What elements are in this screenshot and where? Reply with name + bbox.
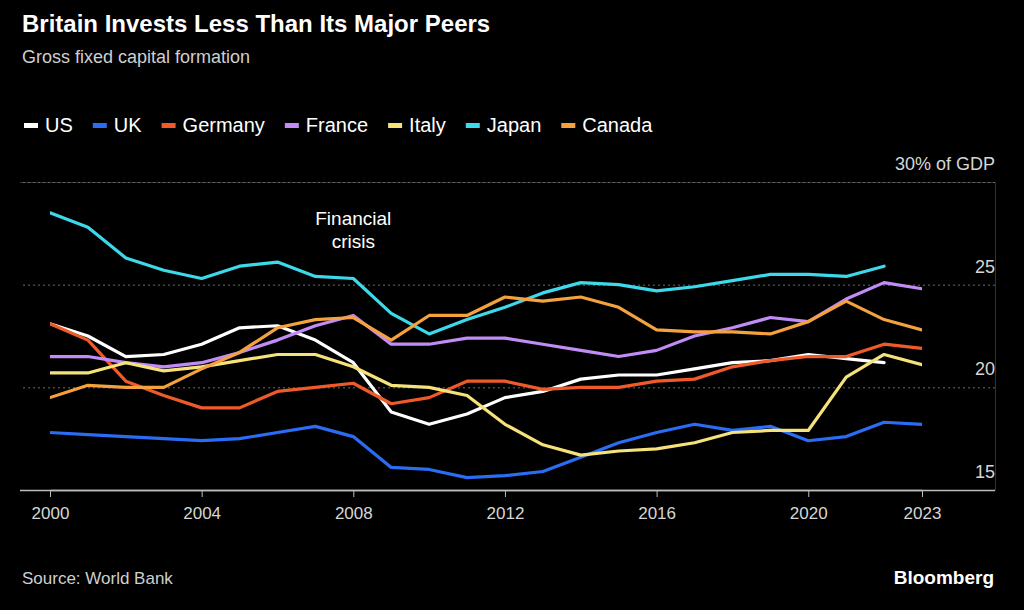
legend-swatch (388, 123, 402, 128)
legend-swatch (285, 123, 299, 128)
x-tick-label: 2023 (904, 504, 942, 523)
y-tick: 20 (20, 359, 995, 388)
grid-line (20, 182, 995, 183)
annotation-line: crisis (332, 231, 375, 252)
legend-item: US (24, 114, 73, 136)
y-tick-label: 20 (975, 359, 995, 379)
credit: Bloomberg (894, 567, 994, 588)
y-tick-label: 25 (975, 257, 995, 277)
legend-label: Japan (487, 114, 542, 136)
y-tick-label: 30% of GDP (895, 154, 995, 174)
legend-swatch (93, 123, 107, 128)
legend-label: US (45, 114, 73, 136)
legend-label: UK (114, 114, 142, 136)
series-line (50, 354, 922, 455)
y-tick-label: 15 (975, 462, 995, 482)
legend-item: Italy (388, 114, 446, 136)
x-tick: 2012 (487, 490, 525, 523)
legend-swatch (24, 123, 38, 128)
legend-label: Canada (582, 114, 653, 136)
x-tick-mark (505, 490, 506, 497)
y-axis: 15 20 25 30% of GDP (20, 154, 996, 491)
x-tick: 2004 (183, 490, 221, 523)
legend-item: Canada (561, 114, 653, 136)
x-tick-label: 2020 (790, 504, 828, 523)
x-tick-mark (808, 490, 809, 497)
plot-area (50, 213, 922, 478)
legend-swatch (162, 123, 176, 128)
x-tick-label: 2004 (183, 504, 221, 523)
grid-line (20, 490, 995, 492)
x-tick-label: 2012 (487, 504, 525, 523)
legend-swatch (561, 123, 575, 128)
legend: US UK Germany France Italy Japan Canada (24, 114, 653, 136)
legend-label: Italy (409, 114, 446, 136)
chart: Britain Invests Less Than Its Major Peer… (0, 0, 1024, 610)
annotation: Financialcrisis (315, 208, 391, 252)
annotation-line: Financial (315, 208, 391, 229)
series-line (50, 297, 922, 398)
x-tick: 2023 (904, 490, 942, 523)
x-axis-line (51, 490, 923, 492)
x-tick-label: 2008 (335, 504, 373, 523)
title: Britain Invests Less Than Its Major Peer… (22, 10, 490, 37)
x-tick: 2000 (32, 490, 70, 523)
legend-item: Japan (466, 114, 542, 136)
legend-swatch (466, 123, 480, 128)
legend-item: Germany (162, 114, 265, 136)
x-tick-mark (922, 490, 923, 497)
legend-item: UK (93, 114, 142, 136)
y-tick: 30% of GDP (20, 154, 995, 183)
x-tick: 2008 (335, 490, 373, 523)
y-axis-line (20, 183, 996, 491)
x-axis: 2000 2004 2008 2012 2016 2020 2023 (32, 490, 942, 523)
legend-label: Germany (183, 114, 265, 136)
legend-label: France (306, 114, 368, 136)
source: Source: World Bank (22, 569, 173, 588)
grid-line (20, 285, 995, 286)
background (0, 0, 1024, 610)
x-tick: 2016 (638, 490, 676, 523)
x-tick-mark (657, 490, 658, 497)
x-tick-label: 2000 (32, 504, 70, 523)
x-tick-mark (353, 490, 354, 497)
x-tick-label: 2016 (638, 504, 676, 523)
x-tick: 2020 (790, 490, 828, 523)
subtitle: Gross fixed capital formation (22, 47, 250, 67)
x-tick-mark (50, 490, 51, 497)
x-tick-mark (202, 490, 203, 497)
legend-item: France (285, 114, 368, 136)
series-line (50, 283, 922, 367)
